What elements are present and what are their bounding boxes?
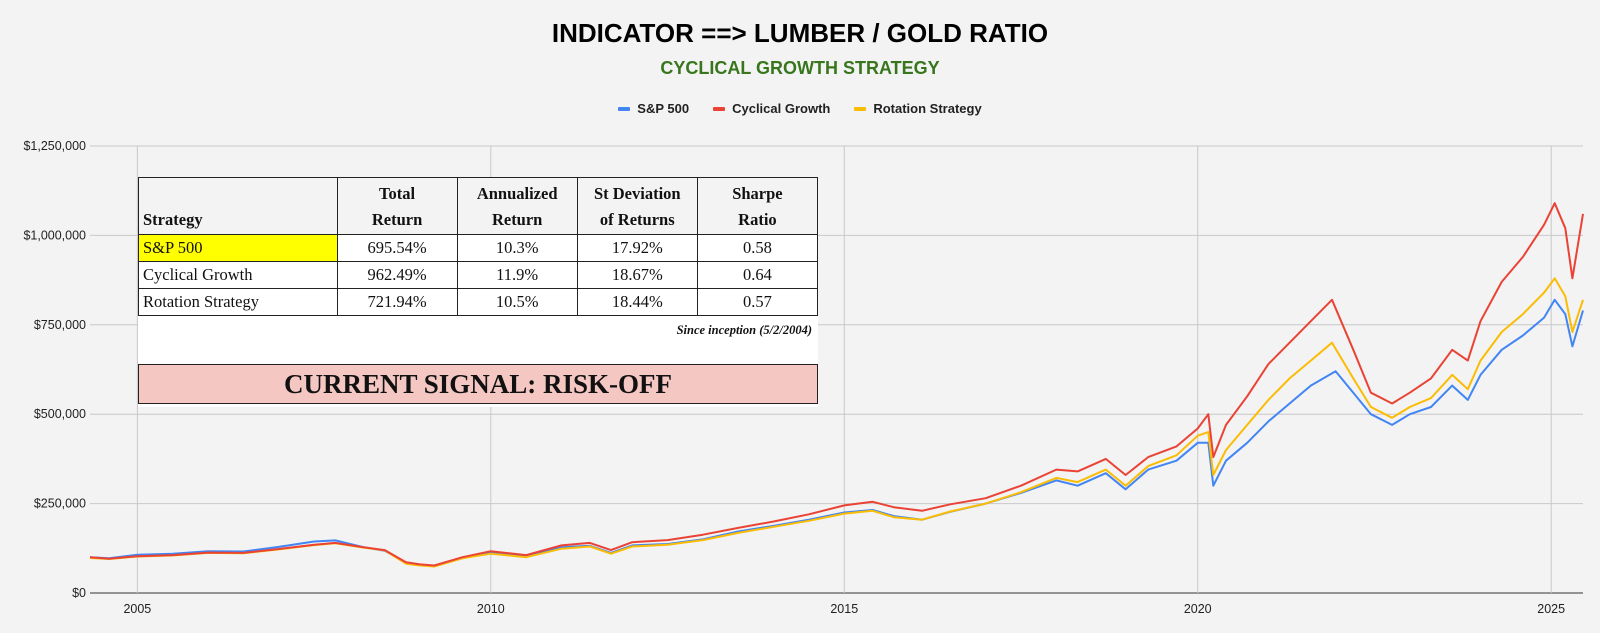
series-line-cyclical-growth <box>89 202 1584 567</box>
legend-item-cyclical-growth[interactable]: Cyclical Growth <box>713 101 830 116</box>
inception-footnote: Since inception (5/2/2004) <box>676 323 812 337</box>
header-strategy: Strategy <box>138 177 338 235</box>
legend-swatch-rotation-strategy <box>854 106 867 111</box>
header-annualized-return: Annualized Return <box>456 177 578 235</box>
y-axis-tick-labels: $0 $250,000 $500,000 $750,000 $1,000,000 $1,2… <box>23 139 86 600</box>
y-tick-label: $1,000,000 <box>23 228 86 242</box>
x-tick-label: 2010 <box>477 602 505 616</box>
cell-annualized-return: 10.5% <box>456 288 578 316</box>
cell-total-return: 721.94% <box>336 288 458 316</box>
cell-st-dev: 18.44% <box>576 288 698 316</box>
legend-label-cyclical-growth: Cyclical Growth <box>732 101 831 116</box>
x-tick-label: 2020 <box>1184 602 1212 616</box>
cell-annualized-return: 11.9% <box>456 261 578 289</box>
legend-label-sp500: S&P 500 <box>637 101 690 116</box>
chart-title: INDICATOR ==> LUMBER / GOLD RATIO <box>551 18 1049 48</box>
cell-total-return: 962.49% <box>336 261 458 289</box>
x-axis-tick-labels: 2005 2010 2015 2020 2025 <box>123 602 1565 616</box>
row-name-sp500: S&P 500 <box>138 234 338 262</box>
header-total-return: Total Return <box>336 177 458 235</box>
series-lines <box>89 202 1584 568</box>
cell-total-return: 695.54% <box>336 234 458 262</box>
stats-panel: Strategy Total Return Annualized Return St… <box>138 177 819 407</box>
x-tick-label: 2015 <box>830 602 858 616</box>
legend-item-sp500[interactable]: S&P 500 <box>618 101 689 116</box>
current-signal-banner: CURRENT SIGNAL: RISK-OFF <box>138 364 818 404</box>
legend-swatch-sp500 <box>618 106 631 111</box>
legend-item-rotation-strategy[interactable]: Rotation Strategy <box>854 101 982 116</box>
table-row: S&P 500 695.54% 10.3% 17.92% 0.58 <box>138 234 819 262</box>
y-tick-label: $750,000 <box>34 318 86 332</box>
x-tick-label: 2005 <box>123 602 151 616</box>
legend-label-rotation-strategy: Rotation Strategy <box>873 101 982 116</box>
cell-st-dev: 18.67% <box>576 261 698 289</box>
x-tick-label: 2025 <box>1537 602 1565 616</box>
chart-subtitle: CYCLICAL GROWTH STRATEGY <box>660 58 940 78</box>
row-name-rotation-strategy: Rotation Strategy <box>138 288 338 316</box>
stats-header-row: Strategy Total Return Annualized Return St… <box>138 177 819 235</box>
row-name-cyclical-growth: Cyclical Growth <box>138 261 338 289</box>
y-tick-label: $500,000 <box>34 407 86 421</box>
legend-swatch-cyclical-growth <box>713 106 726 111</box>
cell-sharpe: 0.64 <box>696 261 819 289</box>
cell-st-dev: 17.92% <box>576 234 698 262</box>
stats-table: Strategy Total Return Annualized Return St… <box>138 177 819 316</box>
cell-annualized-return: 10.3% <box>456 234 578 262</box>
cell-sharpe: 0.58 <box>696 234 819 262</box>
header-sharpe-ratio: Sharpe Ratio <box>696 177 819 235</box>
y-tick-label: $1,250,000 <box>23 139 86 153</box>
y-tick-label: $250,000 <box>34 497 86 511</box>
table-row: Rotation Strategy 721.94% 10.5% 18.44% 0… <box>138 288 819 316</box>
header-st-deviation: St Deviation of Returns <box>576 177 698 235</box>
cell-sharpe: 0.57 <box>696 288 819 316</box>
y-tick-label: $0 <box>72 586 86 600</box>
chart-legend: S&P 500 Cyclical Growth Rotation Strateg… <box>0 101 1600 116</box>
table-row: Cyclical Growth 962.49% 11.9% 18.67% 0.6… <box>138 261 819 289</box>
